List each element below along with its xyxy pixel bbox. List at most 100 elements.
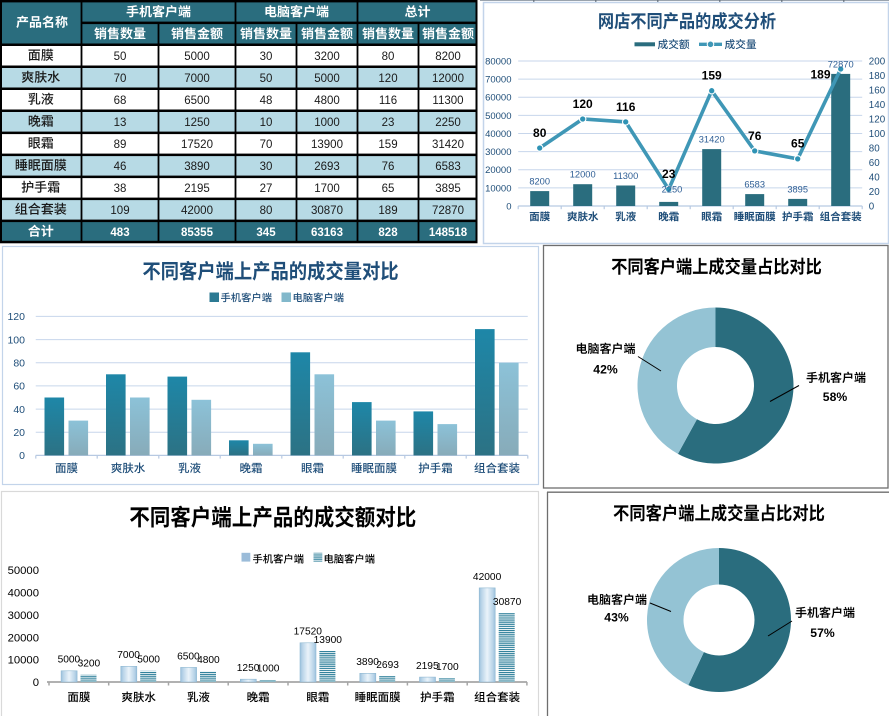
svg-text:6583: 6583 [744,180,765,190]
svg-text:50: 50 [114,51,127,63]
svg-text:30: 30 [260,51,273,63]
svg-text:159: 159 [378,139,397,151]
svg-text:40: 40 [869,173,880,184]
svg-text:6583: 6583 [435,161,461,173]
svg-text:58%: 58% [823,390,848,404]
svg-text:31420: 31420 [432,139,464,151]
svg-text:1700: 1700 [436,662,459,673]
svg-text:120: 120 [7,311,25,323]
svg-text:2693: 2693 [314,161,340,173]
svg-text:85355: 85355 [181,227,214,239]
svg-text:23: 23 [382,117,395,129]
svg-text:5000: 5000 [184,51,210,63]
svg-text:1250: 1250 [184,117,210,129]
svg-text:120: 120 [869,115,886,126]
svg-text:0: 0 [33,677,39,689]
svg-text:140: 140 [869,100,886,111]
svg-text:12000: 12000 [432,73,464,85]
svg-text:2195: 2195 [416,661,439,672]
svg-text:11300: 11300 [613,171,638,181]
svg-text:120: 120 [378,73,397,85]
svg-text:3200: 3200 [314,51,340,63]
svg-text:76: 76 [748,129,762,143]
svg-text:189: 189 [378,205,397,217]
svg-text:10000: 10000 [485,183,511,194]
svg-text:30: 30 [260,161,273,173]
svg-text:42000: 42000 [181,205,213,217]
svg-text:0: 0 [19,450,25,462]
svg-text:80000: 80000 [485,57,511,68]
svg-text:43%: 43% [604,610,629,624]
svg-text:345: 345 [256,227,276,239]
svg-text:120: 120 [573,97,593,111]
svg-text:1000: 1000 [314,117,340,129]
svg-text:0: 0 [869,202,875,213]
svg-text:80: 80 [382,51,395,63]
svg-text:72870: 72870 [828,59,854,69]
svg-text:6500: 6500 [177,651,200,662]
svg-text:27: 27 [260,183,273,195]
svg-text:200: 200 [869,57,886,68]
svg-text:46: 46 [114,161,127,173]
svg-text:0: 0 [506,202,511,213]
svg-text:10: 10 [260,117,273,129]
svg-text:1250: 1250 [237,663,260,674]
svg-text:1000: 1000 [257,664,280,675]
svg-text:65: 65 [791,137,805,151]
svg-text:80: 80 [533,126,547,140]
svg-text:189: 189 [810,67,830,81]
svg-text:72870: 72870 [432,205,464,217]
svg-text:80: 80 [869,144,880,155]
svg-text:100: 100 [869,129,886,140]
svg-text:1700: 1700 [314,183,340,195]
svg-text:50000: 50000 [485,111,511,122]
svg-text:3890: 3890 [356,657,379,668]
svg-text:23: 23 [662,167,676,181]
svg-text:65: 65 [382,183,395,195]
svg-text:20: 20 [13,427,25,439]
svg-text:100: 100 [7,334,25,346]
svg-text:17520: 17520 [294,627,323,638]
svg-text:70: 70 [260,139,273,151]
svg-text:160: 160 [869,86,886,97]
svg-text:6500: 6500 [184,95,210,107]
svg-text:13900: 13900 [314,635,343,646]
svg-text:5000: 5000 [58,655,81,666]
svg-text:2195: 2195 [184,183,210,195]
svg-text:60: 60 [869,158,880,169]
svg-text:38: 38 [114,183,127,195]
svg-text:12000: 12000 [570,170,596,180]
svg-text:60: 60 [13,381,25,393]
svg-text:116: 116 [616,100,636,114]
svg-text:483: 483 [110,227,129,239]
svg-text:2250: 2250 [435,117,461,129]
svg-text:30870: 30870 [311,205,343,217]
svg-text:7000: 7000 [184,73,210,85]
svg-text:148518: 148518 [429,227,468,239]
svg-text:8200: 8200 [435,51,461,63]
svg-text:20000: 20000 [485,165,511,176]
svg-text:63163: 63163 [311,227,343,239]
svg-text:13: 13 [114,117,127,129]
svg-text:13900: 13900 [311,139,343,151]
svg-text:109: 109 [110,205,129,217]
svg-text:40000: 40000 [8,588,39,600]
svg-text:60000: 60000 [485,93,511,104]
svg-text:4800: 4800 [314,95,340,107]
svg-text:7000: 7000 [117,650,140,661]
svg-text:180: 180 [869,71,886,82]
svg-text:116: 116 [379,95,397,107]
svg-text:828: 828 [378,227,398,239]
svg-text:31420: 31420 [699,134,725,144]
svg-text:10000: 10000 [8,655,39,667]
svg-text:11300: 11300 [432,95,463,107]
svg-text:42000: 42000 [473,572,502,583]
svg-text:40000: 40000 [485,129,511,140]
svg-text:76: 76 [382,161,395,173]
svg-text:30000: 30000 [485,147,511,158]
svg-text:3200: 3200 [78,659,101,670]
svg-text:20: 20 [869,187,880,198]
svg-text:30000: 30000 [8,610,39,622]
svg-text:3895: 3895 [435,183,461,195]
svg-text:68: 68 [114,95,127,107]
